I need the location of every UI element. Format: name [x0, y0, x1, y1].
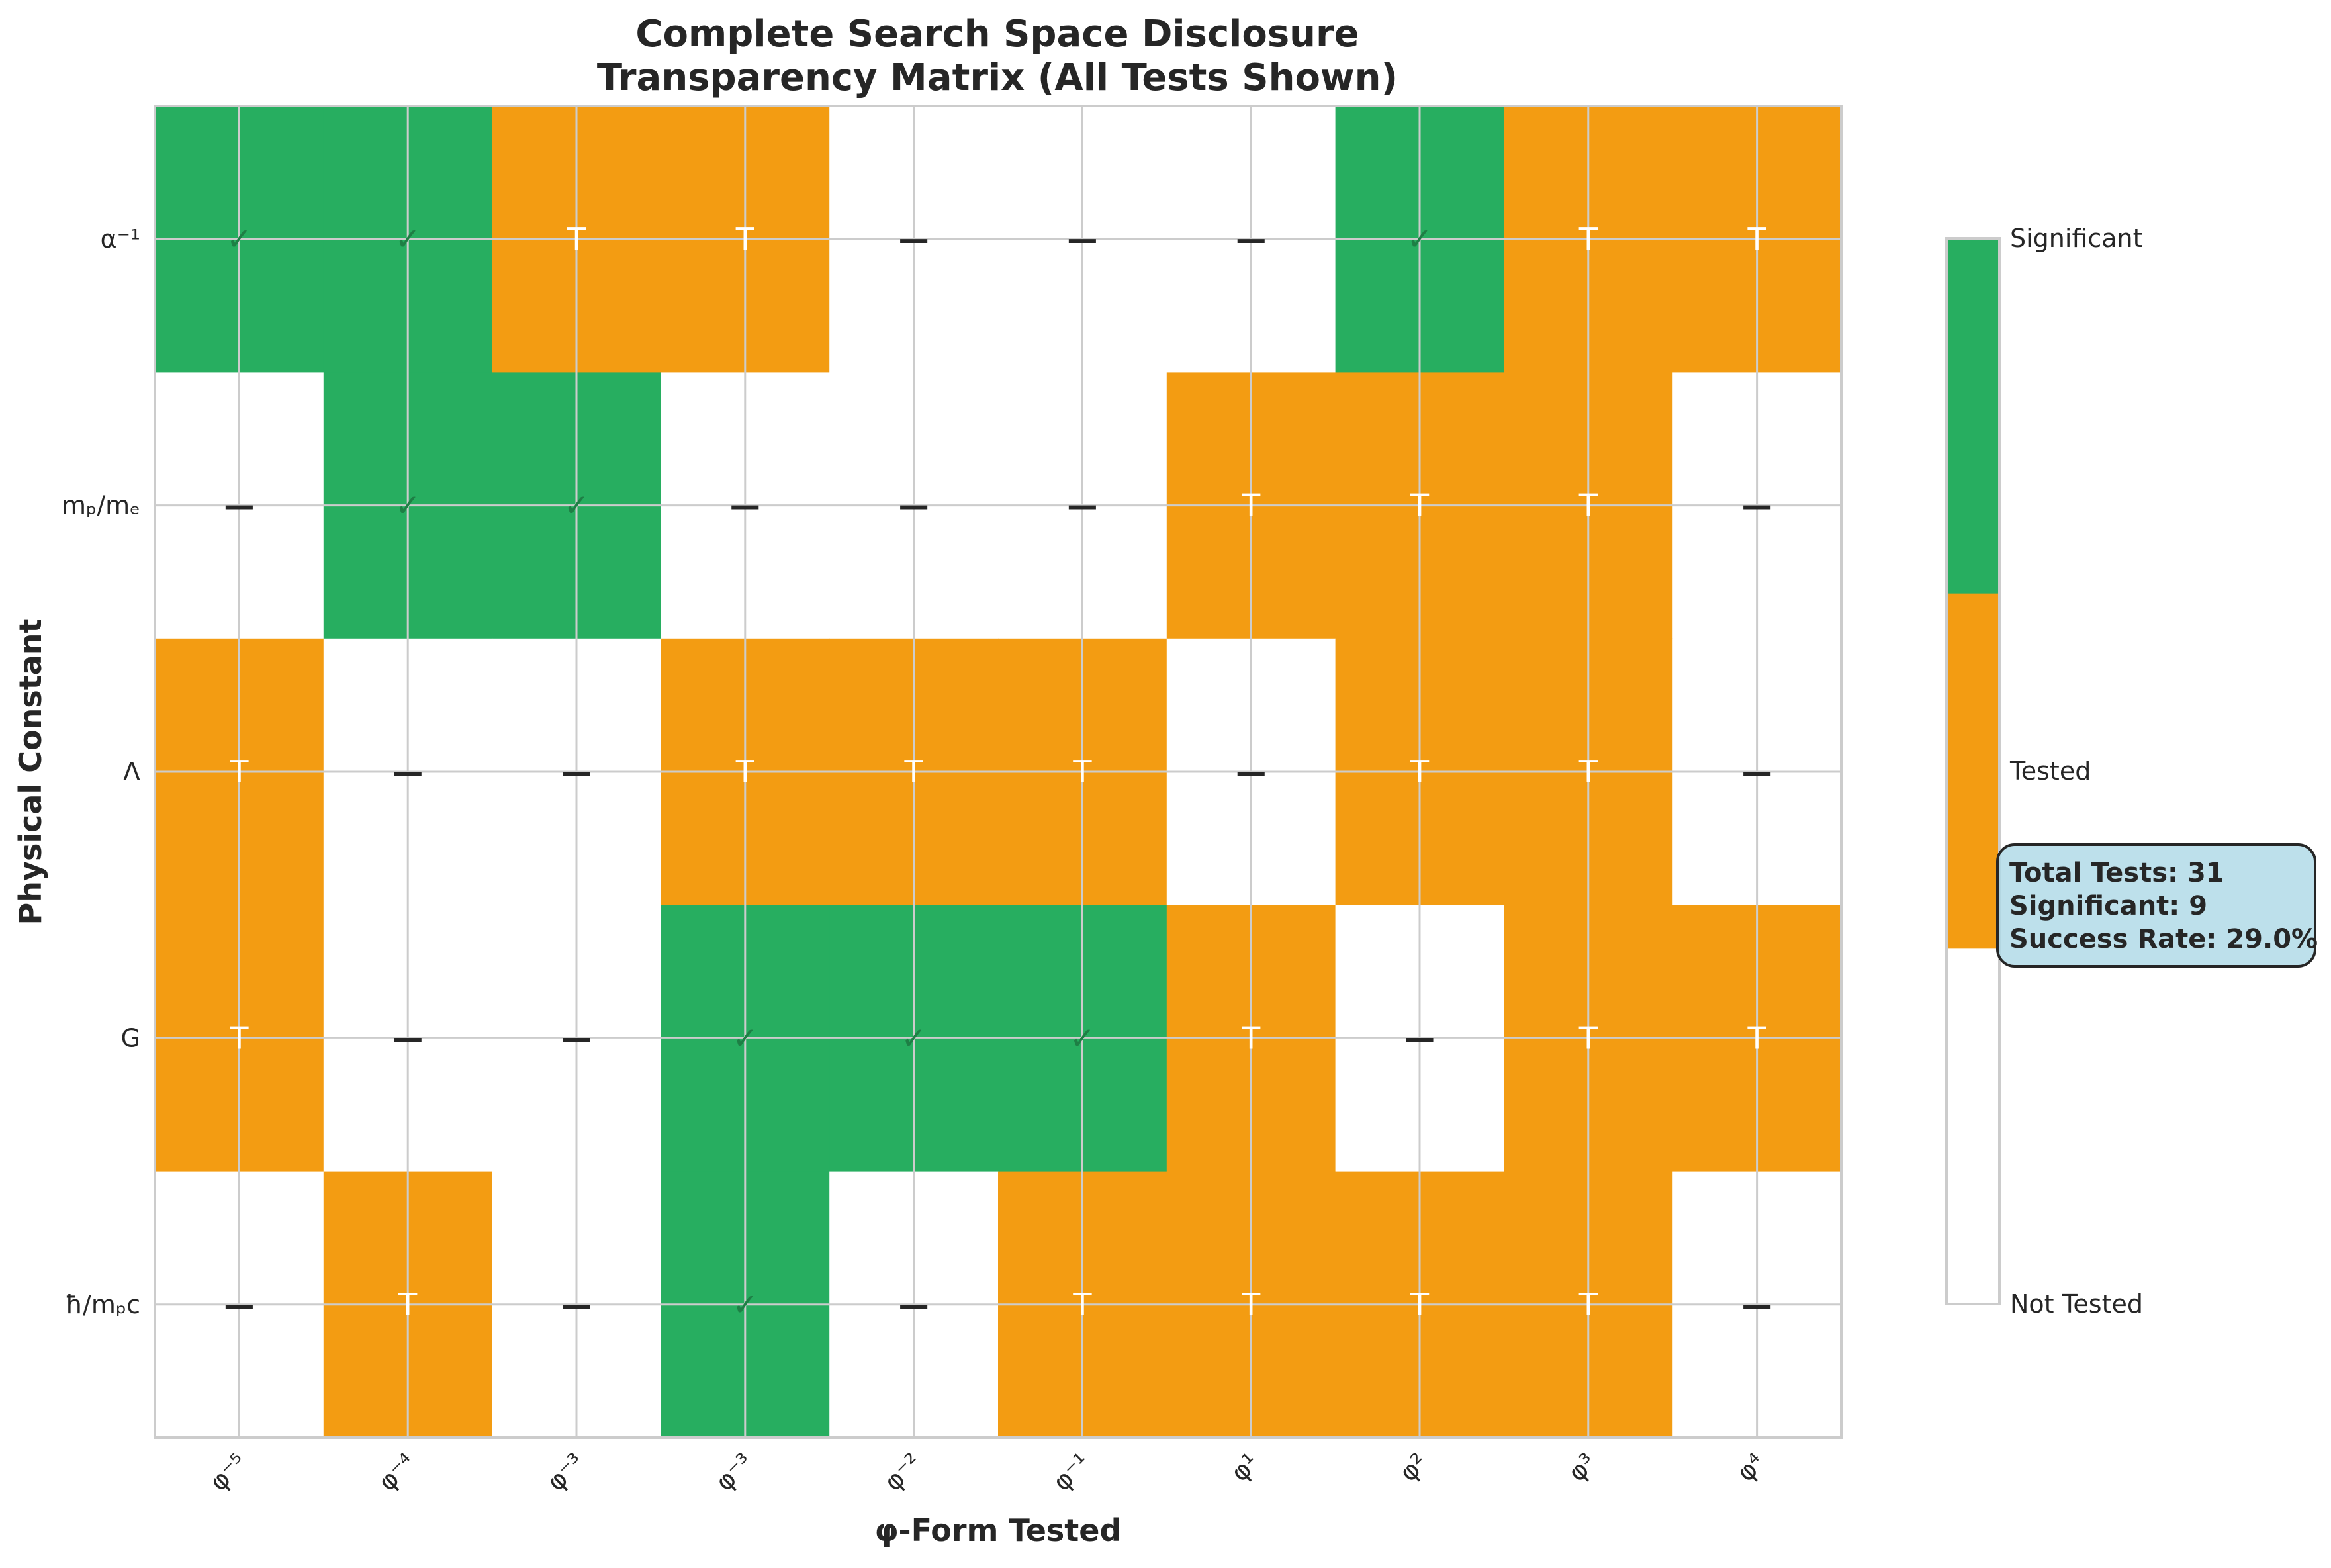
x-axis-label: φ-Form Tested — [875, 1512, 1122, 1548]
cell-symbol-tested: T — [1241, 488, 1261, 524]
cell-symbol-significant: ✓ — [564, 488, 590, 524]
cell-symbol-tested: T — [1410, 1287, 1430, 1322]
cell-symbol-significant: ✓ — [1407, 221, 1433, 257]
summary-success-rate: Success Rate: 29.0% — [2009, 924, 2318, 954]
cell-symbol-tested: T — [1578, 1020, 1598, 1056]
cell-symbol-tested: T — [1747, 221, 1767, 257]
x-tick-label: φ⁻⁴ — [373, 1448, 422, 1497]
x-tick-label: φ⁻³ — [709, 1448, 758, 1497]
colorbar-frame — [1945, 237, 2001, 1305]
cell-symbol-not-tested: — — [1067, 221, 1097, 257]
cell-symbol-tested: T — [1241, 1020, 1261, 1056]
colorbar-segment-not-tested — [1946, 948, 1999, 1305]
plot-frame — [154, 105, 1843, 1439]
cell-symbol-tested: T — [1578, 221, 1598, 257]
chart-title-line-1: Complete Search Space Disclosure — [635, 13, 1359, 56]
y-tick-label: α⁻¹ — [101, 224, 140, 254]
cell-symbol-tested: T — [567, 221, 586, 257]
colorbar-tick-label: Not Tested — [2010, 1289, 2143, 1318]
colorbar-segment-tested — [1946, 593, 1999, 949]
colorbar-tick-label: Significant — [2010, 224, 2143, 253]
cell-symbol-tested: T — [1578, 754, 1598, 790]
y-tick-labels: α⁻¹ mₚ/mₑ Λ Għ/mₚc — [62, 224, 140, 1319]
x-tick-label: φ⁻⁵ — [204, 1448, 253, 1497]
x-tick-label: φ² — [1394, 1448, 1434, 1487]
x-tick-label: φ⁴ — [1731, 1448, 1770, 1487]
cell-symbol-significant: ✓ — [901, 1020, 927, 1056]
cell-symbol-not-tested: — — [730, 488, 760, 524]
cell-symbol-not-tested: — — [561, 1287, 592, 1322]
cell-symbol-not-tested: — — [1742, 1287, 1772, 1322]
cell-symbol-tested: T — [1747, 1020, 1767, 1056]
cell-symbol-significant: ✓ — [395, 221, 421, 257]
cell-symbol-not-tested: — — [392, 1020, 423, 1056]
y-tick-label: G — [121, 1023, 140, 1052]
cell-symbol-tested: T — [229, 1020, 249, 1056]
x-tick-label: φ⁻³ — [541, 1448, 590, 1497]
cell-symbol-significant: ✓ — [226, 221, 252, 257]
cell-symbol-tested: T — [1410, 754, 1430, 790]
cell-symbol-not-tested: — — [899, 221, 929, 257]
y-tick-label: Λ — [123, 757, 140, 786]
cell-symbol-not-tested: — — [1742, 754, 1772, 790]
cell-symbol-tested: T — [735, 221, 755, 257]
cell-symbol-not-tested: — — [561, 1020, 592, 1056]
cell-symbol-tested: T — [735, 754, 755, 790]
cell-symbol-significant: ✓ — [395, 488, 421, 524]
cell-symbol-not-tested: — — [1236, 754, 1266, 790]
cell-symbol-tested: T — [1410, 488, 1430, 524]
cell-symbol-not-tested: — — [899, 488, 929, 524]
cell-symbol-not-tested: — — [1236, 221, 1266, 257]
gridlines — [155, 106, 1841, 1438]
colorbar-segment-significant — [1946, 238, 1999, 594]
y-tick-label: mₚ/mₑ — [62, 491, 140, 520]
cell-symbol-not-tested: — — [392, 754, 423, 790]
cell-symbol-tested: T — [1072, 754, 1092, 790]
cell-symbol-tested: T — [904, 754, 924, 790]
x-tick-labels: φ⁻⁵ φ⁻⁴ φ⁻³ φ⁻³ φ⁻² φ⁻¹ φ¹ φ² φ³ φ⁴ — [204, 1448, 1770, 1497]
summary-box: Total Tests: 31 Significant: 9 Success R… — [1996, 843, 2318, 968]
cell-symbols: ✓ ✓ T T — — — ✓ T T — ✓ ✓ — — — T T T — T — — T T T — T T — T — — ✓ ✓ ✓ T — T T… — [224, 221, 1772, 1322]
colorbar-tick-label: Tested — [2009, 757, 2091, 786]
cell-symbol-tested: T — [1072, 1287, 1092, 1322]
x-tick-label: φ³ — [1563, 1448, 1602, 1487]
cell-symbol-tested: T — [398, 1287, 418, 1322]
x-tick-label: φ⁻² — [878, 1448, 927, 1497]
cell-symbol-not-tested: — — [224, 1287, 254, 1322]
y-axis-label: Physical Constant — [13, 619, 48, 925]
cell-symbol-tested: T — [1241, 1287, 1261, 1322]
cell-symbol-significant: ✓ — [733, 1020, 758, 1056]
cell-symbol-tested: T — [1578, 488, 1598, 524]
cell-symbol-not-tested: — — [561, 754, 592, 790]
summary-total-tests: Total Tests: 31 — [2009, 858, 2224, 888]
cell-symbol-significant: ✓ — [733, 1287, 758, 1322]
x-tick-label: φ⁻¹ — [1047, 1448, 1096, 1497]
chart-title-line-2: Transparency Matrix (All Tests Shown) — [597, 56, 1398, 99]
summary-significant: Significant: 9 — [2009, 891, 2207, 921]
y-tick-label: ħ/mₚc — [66, 1290, 140, 1319]
cell-symbol-tested: T — [1578, 1287, 1598, 1322]
cell-symbol-not-tested: — — [224, 488, 254, 524]
cell-symbol-not-tested: — — [899, 1287, 929, 1322]
cell-symbol-significant: ✓ — [1070, 1020, 1095, 1056]
cell-symbol-not-tested: — — [1067, 488, 1097, 524]
cell-symbol-tested: T — [229, 754, 249, 790]
x-tick-label: φ¹ — [1225, 1448, 1265, 1487]
cell-symbol-not-tested: — — [1404, 1020, 1435, 1056]
colorbar: Not Tested Tested Significant — [1945, 224, 2143, 1318]
cell-symbol-not-tested: — — [1742, 488, 1772, 524]
